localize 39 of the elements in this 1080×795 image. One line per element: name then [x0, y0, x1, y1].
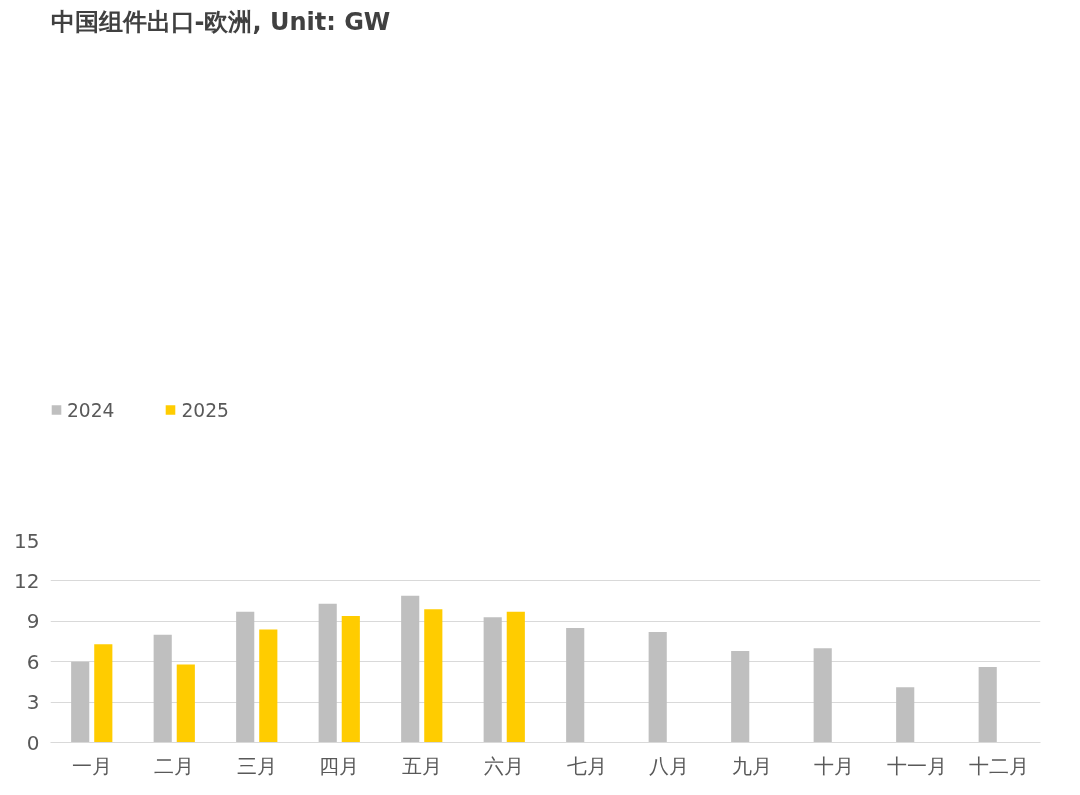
bar [424, 609, 443, 743]
y-tick-label: 12 [14, 568, 40, 593]
bar [153, 634, 172, 743]
y-tick-label: 0 [26, 730, 40, 755]
x-tick-label: 一月 [71, 753, 112, 778]
x-tick-label: 七月 [566, 753, 607, 778]
x-tick-label: 十月 [814, 753, 855, 778]
bar [318, 603, 337, 743]
bar [341, 615, 360, 743]
bar [896, 687, 915, 743]
chart-title: 中国组件出口-欧洲, Unit: GW [50, 7, 391, 36]
x-tick-label: 十二月 [969, 753, 1030, 778]
legend-label: 2025 [181, 399, 229, 421]
bar [978, 667, 997, 743]
bar [813, 648, 832, 743]
x-tick-label: 四月 [319, 753, 360, 778]
bar [259, 629, 278, 743]
y-tick-label: 15 [14, 528, 40, 553]
legend-label: 2024 [67, 399, 115, 421]
x-tick-label: 八月 [649, 753, 690, 778]
x-tick-label: 六月 [484, 753, 525, 778]
x-tick-label: 十一月 [886, 753, 947, 778]
x-tick-label: 九月 [731, 753, 772, 778]
x-tick-label: 二月 [154, 753, 195, 778]
y-tick-label: 9 [26, 609, 40, 634]
bar [94, 644, 113, 743]
y-tick-label: 3 [26, 690, 40, 715]
bar [648, 632, 667, 743]
bar [566, 628, 585, 743]
bar [236, 611, 255, 743]
bar [401, 595, 420, 743]
x-tick-label: 三月 [236, 753, 277, 778]
bar [731, 650, 750, 743]
x-tick-label: 五月 [401, 753, 442, 778]
y-tick-label: 6 [26, 649, 40, 674]
bar [71, 661, 90, 743]
bar [506, 611, 525, 743]
bar [176, 664, 195, 743]
bar [483, 617, 502, 743]
